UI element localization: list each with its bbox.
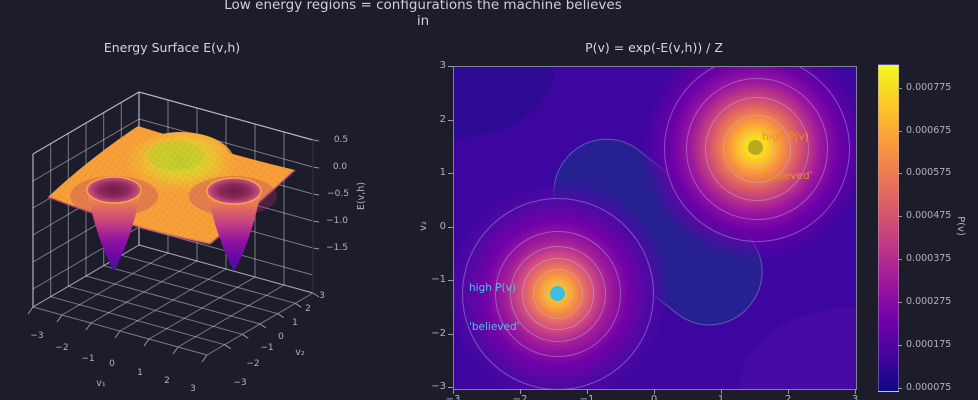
- colorbar-tick-mark: [898, 388, 902, 389]
- surface-plot-title: Energy Surface E(v,h): [103, 40, 241, 55]
- colorbar-tick-label: 0.000675: [906, 125, 952, 136]
- z-tick-label: −0.5: [327, 189, 349, 199]
- contour-plot-title: P(v) = exp(-E(v,h)) / Z: [585, 40, 723, 55]
- colorbar-gradient: [878, 64, 899, 392]
- x-tick-label: 1: [717, 394, 725, 400]
- x-tick-label: 0: [650, 394, 658, 400]
- x-tick-mark: [788, 389, 789, 394]
- colorbar-tick-label: 0.000775: [906, 82, 952, 93]
- colorbar-tick-mark: [898, 131, 902, 132]
- z-tick-label: 0.5: [334, 135, 348, 145]
- colorbar-tick-label: 0.000175: [906, 339, 952, 350]
- annotation-line: high P(v): [469, 282, 516, 294]
- y-tick-label: 1: [439, 167, 446, 178]
- y-tick-label: 3: [319, 291, 325, 301]
- z-axis-label: E(v,h): [356, 182, 367, 210]
- x-tick-mark: [453, 389, 454, 394]
- annotation-line: 'believed': [469, 321, 520, 333]
- x-tick-label: −1: [81, 354, 94, 364]
- y-tick-label: 0: [439, 221, 446, 232]
- colorbar-tick-label: 0.000075: [906, 382, 952, 393]
- colorbar-tick-mark: [898, 259, 902, 260]
- probability-contour-plot: high P(v) 'believed' high P(v) 'believed…: [453, 66, 857, 390]
- z-tick-label: 0.0: [333, 162, 348, 172]
- mode-annotation-bottomleft: high P(v) 'believed': [469, 256, 520, 360]
- x-tick-mark: [855, 389, 856, 394]
- x-tick-label: 0: [109, 359, 115, 369]
- colorbar-tick-mark: [898, 88, 902, 89]
- x-tick-label: 3: [851, 394, 859, 400]
- x-tick-label: −3: [30, 331, 43, 341]
- annotation-line: high P(v): [762, 131, 809, 143]
- energy-well-right: [206, 177, 262, 271]
- y-tick-label: 2: [439, 114, 446, 125]
- colorbar-tick-mark: [898, 216, 902, 217]
- contour-ring: [462, 198, 654, 389]
- x-tick-label: 2: [784, 394, 792, 400]
- x-tick-label: −1: [579, 394, 595, 400]
- y-tick-mark: [448, 173, 453, 174]
- y-tick-label: −1: [431, 274, 446, 285]
- figure-suptitle: Low energy regions = configurations the …: [224, 0, 622, 29]
- plot3d-tick-marks: [27, 139, 320, 363]
- y-tick-mark: [448, 280, 453, 281]
- y-tick-label: −3: [431, 381, 446, 392]
- x-tick-label: 2: [164, 376, 170, 386]
- energy-surface-3d-plot: −3 −2 −1 0 1 2 3 3 2 1 0 −1 −2 −3 0.5 0.…: [27, 91, 367, 394]
- energy-surface: [47, 126, 296, 271]
- x-tick-mark: [587, 389, 588, 394]
- z-tick-label: −1.0: [326, 216, 348, 226]
- y-tick-mark: [448, 387, 453, 388]
- y-tick-label: −2: [246, 359, 259, 369]
- mode-marker-cyan: [549, 285, 565, 301]
- y-tick-label: −3: [233, 378, 246, 388]
- contour-y-axis-label: v₂: [417, 221, 429, 231]
- y-tick-label: 1: [292, 318, 298, 328]
- annotation-line: 'believed': [762, 170, 813, 182]
- x-tick-label: −3: [445, 394, 461, 400]
- mode-annotation-topright: high P(v) 'believed': [762, 105, 813, 209]
- colorbar-tick-mark: [898, 345, 902, 346]
- x-axis-label: v₁: [96, 378, 106, 389]
- z-tick-label: −1.5: [326, 243, 348, 253]
- colorbar-tick-label: 0.000575: [906, 167, 952, 178]
- x-tick-label: −2: [512, 394, 528, 400]
- x-tick-mark: [654, 389, 655, 394]
- y-tick-mark: [448, 120, 453, 121]
- y-tick-mark: [448, 227, 453, 228]
- x-tick-label: 1: [137, 368, 143, 378]
- energy-well-left: [86, 176, 142, 271]
- y-tick-label: 2: [305, 304, 311, 314]
- x-tick-mark: [721, 389, 722, 394]
- y-tick-label: −1: [260, 343, 273, 353]
- y-tick-label: −2: [431, 328, 446, 339]
- mode-marker-olive: [748, 140, 763, 155]
- colorbar-tick-label: 0.000375: [906, 253, 952, 264]
- x-tick-mark: [520, 389, 521, 394]
- x-tick-label: 3: [190, 384, 196, 394]
- y-tick-mark: [448, 66, 453, 67]
- colorbar-tick-mark: [898, 302, 902, 303]
- y-tick-label: 0: [278, 332, 284, 342]
- y-tick-label: 3: [439, 60, 446, 71]
- y-tick-mark: [448, 334, 453, 335]
- colorbar-tick-mark: [898, 173, 902, 174]
- colorbar-tick-label: 0.000475: [906, 210, 952, 221]
- contour-ring: [663, 67, 850, 242]
- colorbar-axis-label: P(v): [954, 216, 966, 236]
- y-axis-label: v₂: [295, 347, 305, 358]
- colorbar-tick-label: 0.000275: [906, 296, 952, 307]
- x-tick-label: −2: [55, 343, 68, 353]
